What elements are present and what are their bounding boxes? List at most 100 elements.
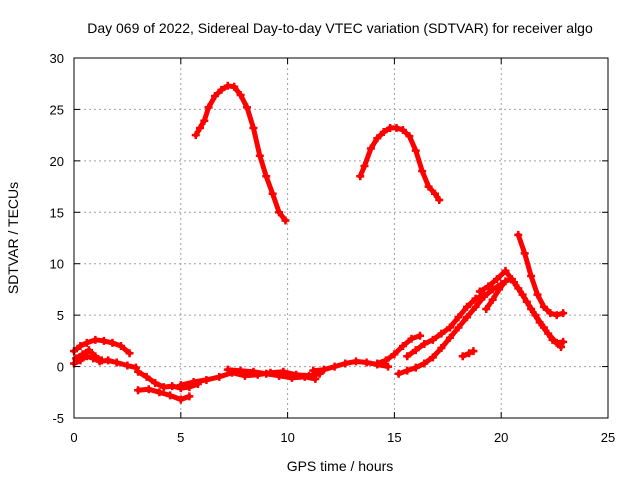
data-point: [151, 379, 160, 388]
data-point: [230, 82, 239, 91]
data-series: [70, 81, 568, 404]
data-point: [539, 302, 548, 311]
x-tick-label: 15: [387, 430, 401, 445]
x-tick-label: 20: [494, 430, 508, 445]
data-point: [319, 365, 328, 374]
data-point: [559, 337, 568, 346]
data-point: [249, 123, 258, 132]
data-point: [394, 369, 403, 378]
data-point: [366, 144, 375, 153]
data-point: [471, 294, 480, 303]
data-point: [134, 386, 143, 395]
x-tick-label: 10: [280, 430, 294, 445]
y-tick-label: 10: [50, 257, 64, 272]
series-arc-16: [475, 266, 568, 347]
data-point: [544, 329, 553, 338]
data-point: [411, 363, 420, 372]
series-arc-14: [458, 347, 478, 361]
x-tick-labels: 0 5 10 15 20 25: [70, 430, 615, 445]
data-point: [501, 266, 510, 275]
data-point: [520, 249, 529, 258]
data-point: [97, 356, 106, 365]
data-point: [236, 366, 245, 375]
data-point: [527, 304, 536, 313]
x-tick-label: 25: [601, 430, 615, 445]
data-point: [420, 359, 429, 368]
data-point: [373, 359, 382, 368]
data-point: [112, 358, 121, 367]
data-point: [411, 346, 420, 355]
data-point: [437, 344, 446, 353]
data-point: [407, 334, 416, 343]
data-point: [437, 329, 446, 338]
chart-title: Day 069 of 2022, Sidereal Day-to-day VTE…: [87, 20, 593, 36]
data-point: [546, 309, 555, 318]
data-point: [383, 362, 392, 371]
data-point: [123, 361, 132, 370]
data-point: [416, 331, 425, 340]
series-arc-11: [373, 331, 425, 368]
data-point: [463, 313, 472, 322]
y-tick-label: 30: [50, 51, 64, 66]
data-point: [144, 385, 153, 394]
data-point: [159, 383, 168, 392]
data-point: [465, 349, 474, 358]
data-point: [176, 395, 185, 404]
data-point: [445, 333, 454, 342]
data-point: [236, 91, 245, 100]
x-axis-label: GPS time / hours: [287, 458, 394, 474]
data-point: [428, 353, 437, 362]
series-trace: [193, 83, 288, 223]
data-point: [398, 342, 407, 350]
data-point: [202, 375, 211, 384]
y-tick-label: 5: [57, 308, 64, 323]
x-tick-label: 5: [177, 430, 184, 445]
data-point: [482, 304, 491, 313]
data-point: [210, 92, 219, 101]
series-trace: [404, 292, 487, 359]
data-point: [435, 195, 444, 204]
data-point: [454, 313, 463, 322]
y-tick-label: 25: [50, 102, 64, 117]
data-point: [309, 366, 318, 375]
data-point: [268, 189, 277, 198]
data-point: [475, 287, 484, 296]
data-point: [72, 354, 81, 363]
data-point: [411, 146, 420, 155]
data-point: [403, 366, 412, 375]
data-point: [196, 123, 205, 132]
plot-frame: [73, 57, 609, 419]
y-tick-labels: -5 0 5 10 15 20 25 30: [50, 51, 64, 426]
data-point: [392, 123, 401, 132]
data-point: [492, 275, 501, 284]
data-point: [362, 358, 371, 367]
data-point: [84, 346, 93, 355]
data-point: [185, 392, 194, 401]
data-point: [191, 131, 200, 140]
data-point: [176, 381, 185, 390]
data-point: [189, 378, 198, 386]
data-point: [262, 172, 271, 181]
data-point: [381, 356, 390, 365]
data-point: [116, 342, 125, 350]
data-point: [168, 382, 177, 391]
data-point: [134, 367, 143, 376]
data-point: [249, 367, 258, 376]
data-point: [217, 85, 226, 94]
data-point: [424, 182, 433, 191]
data-point: [390, 350, 399, 359]
series-arc-7: [134, 385, 194, 404]
data-point: [469, 347, 478, 356]
data-point: [373, 134, 382, 143]
data-point: [155, 388, 164, 397]
data-point: [430, 189, 439, 198]
data-point: [398, 126, 407, 134]
data-point: [91, 335, 100, 344]
data-point: [403, 352, 412, 361]
data-point: [533, 290, 542, 299]
y-tick-label: -5: [52, 411, 64, 426]
data-point: [488, 295, 497, 304]
data-point: [311, 374, 320, 383]
data-point: [223, 365, 232, 374]
data-point: [418, 167, 427, 176]
